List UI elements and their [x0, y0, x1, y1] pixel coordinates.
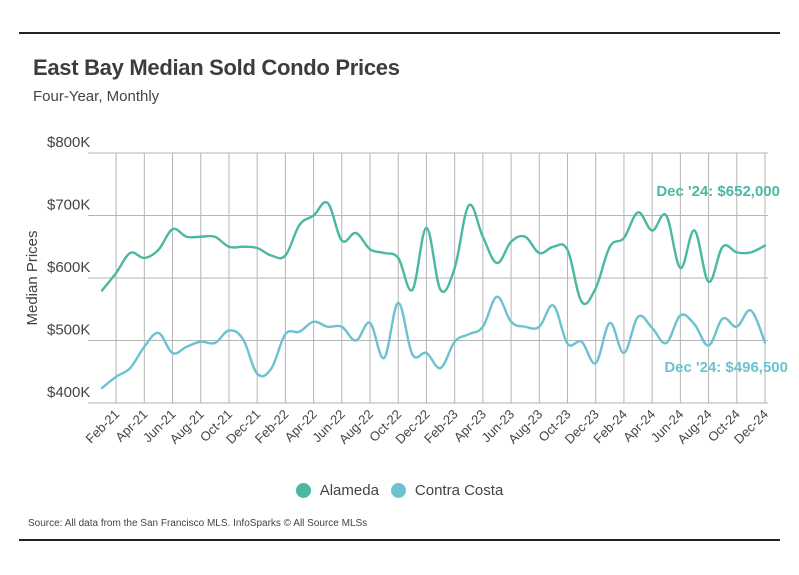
series-lines [100, 200, 767, 390]
series-line-contra-costa [100, 295, 767, 390]
y-axis-ticks: $400K $500K $600K $700K $800K [47, 134, 90, 401]
legend-swatch-alameda [295, 483, 311, 498]
y-tick-label: $700K [47, 197, 90, 214]
legend-label-alameda: Alameda [319, 482, 379, 499]
chart-subtitle: Four-Year, Monthly [33, 88, 160, 105]
annotation-alameda: Dec '24: $652,000 [656, 183, 780, 200]
legend-item-contra-costa: Contra Costa [390, 482, 504, 499]
y-tick-label: $600K [47, 259, 90, 276]
chart-title: East Bay Median Sold Condo Prices [33, 55, 400, 80]
grid [88, 152, 768, 404]
series-line-alameda [100, 200, 767, 306]
y-tick-label: $400K [47, 384, 90, 401]
legend-swatch-contra-costa [390, 483, 406, 498]
source-note: Source: All data from the San Francisco … [28, 518, 368, 529]
y-tick-label: $800K [47, 134, 90, 151]
x-axis-ticks: Feb-21Apr-21Jun-21Aug-21Oct-21Dec-21Feb-… [82, 407, 771, 447]
annotation-contra-costa: Dec '24: $496,500 [664, 359, 788, 376]
y-tick-label: $500K [47, 322, 90, 339]
legend: Alameda Contra Costa [0, 482, 799, 499]
bottom-rule [19, 539, 780, 541]
top-rule [19, 32, 780, 34]
annotations: Dec '24: $652,000 Dec '24: $496,500 [656, 183, 788, 376]
y-axis-label: Median Prices [24, 230, 41, 325]
legend-item-alameda: Alameda [295, 482, 379, 499]
x-tick-label: Feb-21 [82, 407, 122, 447]
legend-label-contra-costa: Contra Costa [414, 482, 504, 499]
